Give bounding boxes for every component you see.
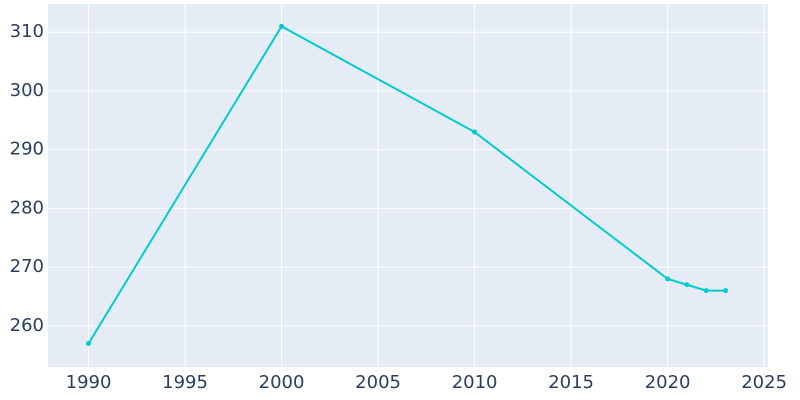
x-tick-label: 2020 [645, 372, 691, 393]
data-point [723, 288, 729, 294]
y-tick-label: 260 [10, 315, 44, 336]
x-tick-label: 2025 [741, 372, 787, 393]
data-point [665, 276, 671, 282]
plot-area [48, 4, 768, 367]
y-tick-label: 270 [10, 256, 44, 277]
y-tick-label: 290 [10, 139, 44, 160]
x-tick-label: 2015 [548, 372, 594, 393]
x-tick-label: 1990 [66, 372, 112, 393]
x-tick-label: 1995 [162, 372, 208, 393]
x-tick-label: 2010 [452, 372, 498, 393]
y-tick-label: 280 [10, 197, 44, 218]
x-tick-label: 2005 [355, 372, 401, 393]
y-tick-label: 310 [10, 21, 44, 42]
y-tick-label: 300 [10, 80, 44, 101]
data-point [86, 341, 92, 347]
x-tick-label: 2000 [259, 372, 305, 393]
data-point [684, 282, 690, 288]
data-point [703, 288, 709, 294]
data-point [472, 129, 478, 135]
data-point [279, 23, 285, 29]
